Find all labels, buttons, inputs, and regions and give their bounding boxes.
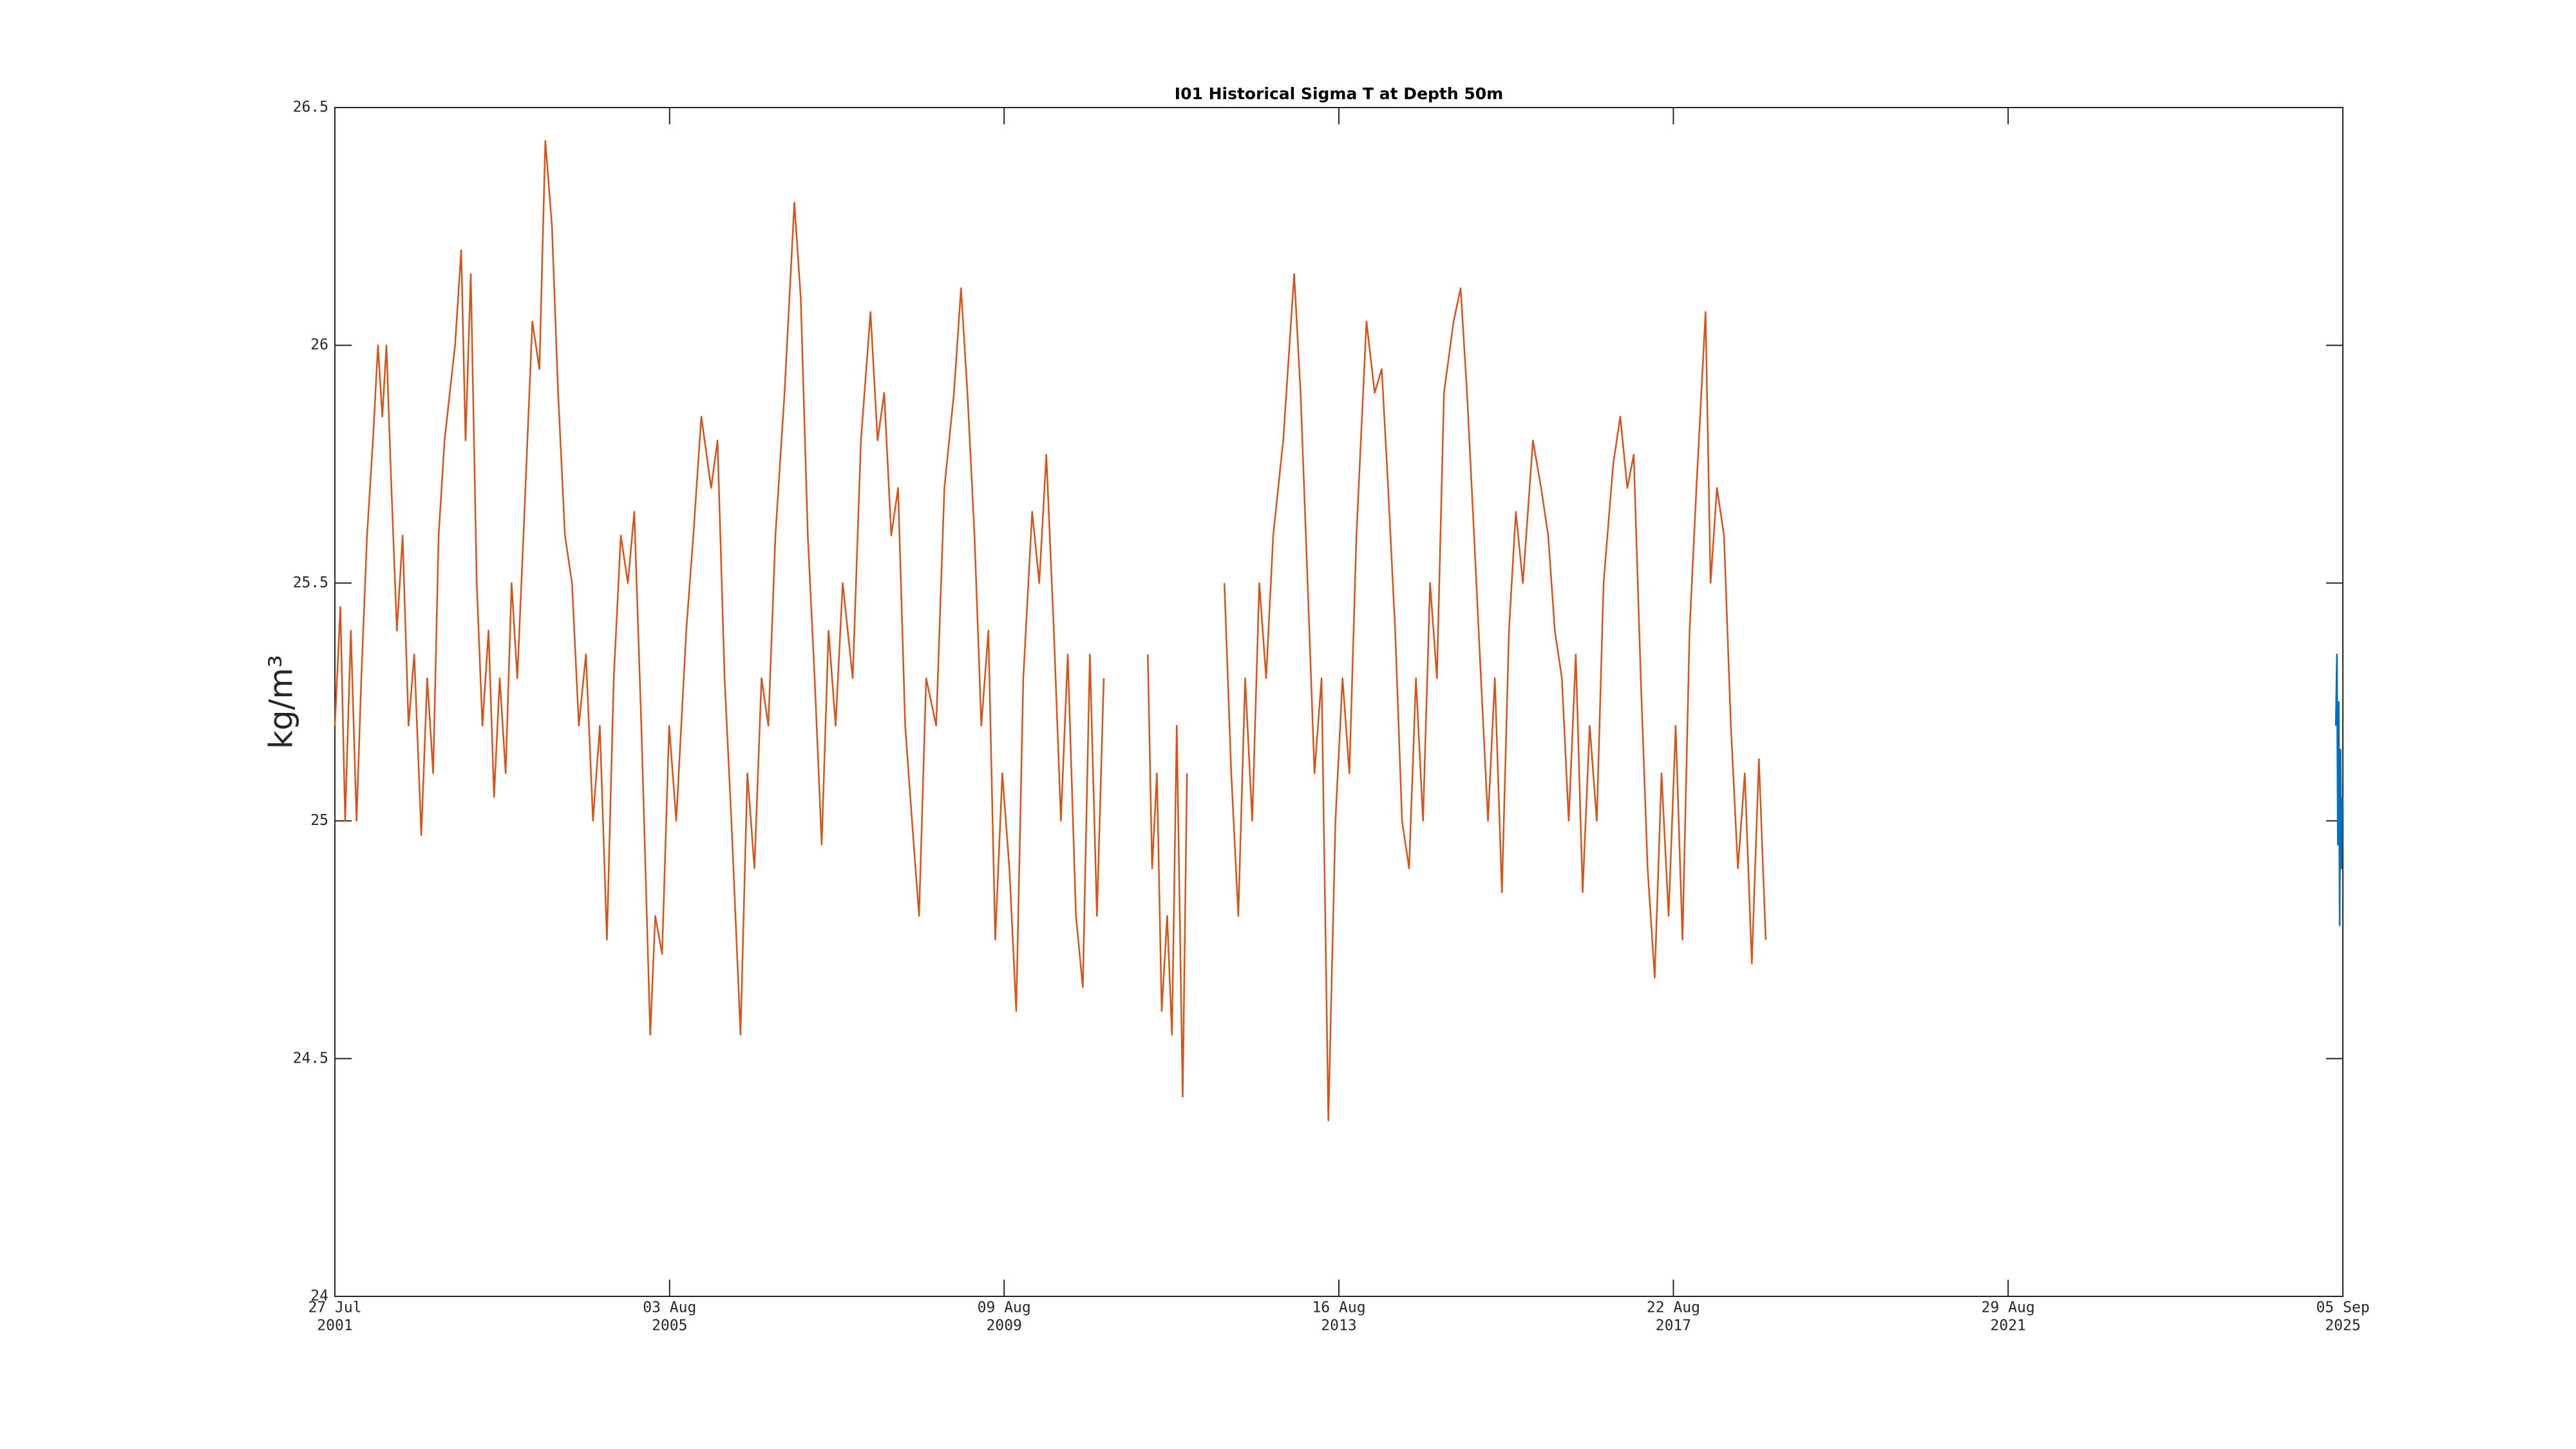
data-line <box>2334 653 2344 927</box>
x-tick-label: 2001 <box>317 1318 352 1334</box>
y-tick-label: 26 <box>310 337 328 354</box>
y-tick-label: 25 <box>310 812 328 829</box>
y-axis-label: kg/m³ <box>263 655 300 749</box>
x-tick-label: 29 Aug <box>1982 1300 2035 1316</box>
x-tick-label: 22 Aug <box>1647 1300 1700 1316</box>
y-tick-label: 24.5 <box>293 1050 328 1066</box>
x-tick-label: 2005 <box>652 1318 687 1334</box>
x-tick-label: 2021 <box>1991 1318 2026 1334</box>
x-tick-label: 09 Aug <box>978 1300 1031 1316</box>
x-tick-label: 2025 <box>2325 1318 2360 1334</box>
x-tick-label: 16 Aug <box>1312 1300 1365 1316</box>
y-tick-label: 25.5 <box>293 574 328 591</box>
x-tick-label: 03 Aug <box>643 1300 696 1316</box>
data-line <box>334 140 1767 1122</box>
x-tick-label: 2009 <box>987 1318 1022 1334</box>
y-tick-label: 26.5 <box>293 99 328 116</box>
x-tick-label: 2017 <box>1656 1318 1691 1334</box>
y-tick-label: 24 <box>310 1288 328 1305</box>
x-tick-label: 2013 <box>1321 1318 1356 1334</box>
x-tick-label: 05 Sep <box>2316 1300 2369 1316</box>
chart-title: I01 Historical Sigma T at Depth 50m <box>1175 84 1503 103</box>
x-tick-label: 27 Jul <box>308 1300 361 1316</box>
